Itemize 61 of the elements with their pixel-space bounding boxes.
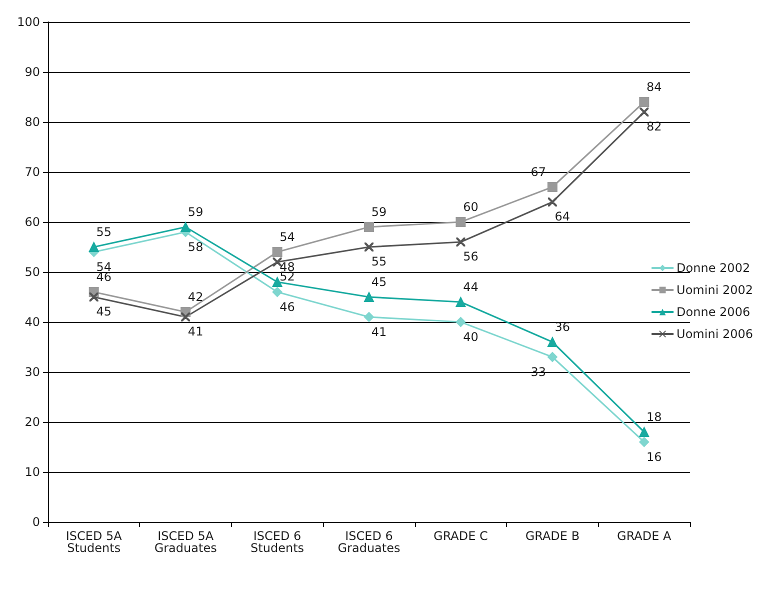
y-tick-label: 90 — [24, 65, 40, 79]
data-label: 36 — [554, 320, 570, 334]
point — [364, 312, 374, 322]
data-label: 59 — [371, 205, 387, 219]
y-tick-label: 50 — [24, 265, 40, 279]
data-label: 58 — [188, 240, 204, 254]
data-label: 55 — [371, 254, 387, 268]
x-tick-label: GRADE A — [617, 529, 672, 543]
data-label: 64 — [554, 210, 570, 224]
x-tick-label: GRADE C — [434, 529, 488, 543]
data-label: 60 — [463, 200, 478, 214]
point — [272, 287, 282, 297]
data-label: 45 — [96, 304, 112, 318]
point — [364, 222, 374, 232]
data-label: 46 — [280, 300, 295, 314]
y-tick-label: 30 — [24, 365, 40, 379]
point — [88, 242, 99, 252]
point — [456, 317, 466, 327]
point — [272, 277, 282, 287]
data-label: 44 — [463, 280, 478, 294]
point — [456, 297, 466, 307]
x-tick-label: ISCED 6 Students — [250, 529, 304, 555]
y-tick-label: 10 — [24, 465, 40, 479]
y-tick-label: 100 — [17, 15, 40, 29]
data-label: 45 — [371, 275, 387, 289]
data-label: 41 — [371, 325, 387, 339]
point — [272, 247, 282, 257]
data-label: 40 — [463, 330, 478, 344]
data-label: 55 — [96, 225, 112, 239]
legend-label: Uomini 2002 — [676, 283, 754, 297]
point — [639, 437, 650, 447]
point — [547, 352, 558, 362]
y-tick-label: 70 — [24, 165, 40, 179]
x-tick-label: ISCED 5A Graduates — [154, 529, 217, 555]
data-label: 16 — [646, 450, 662, 464]
y-tick-label: 40 — [24, 315, 40, 329]
legend-label: Donne 2006 — [676, 305, 750, 319]
y-tick-label: 20 — [24, 415, 40, 429]
point — [639, 97, 650, 107]
x-tick-label: GRADE B — [525, 529, 580, 543]
y-tick-label: 80 — [24, 115, 40, 129]
y-tick-label: 0 — [32, 515, 40, 529]
point — [547, 182, 558, 192]
data-label: 54 — [280, 230, 295, 244]
point — [180, 222, 191, 232]
point — [364, 292, 374, 302]
point — [547, 337, 558, 347]
x-tick-label: ISCED 6 Graduates — [338, 529, 400, 555]
data-label: 41 — [188, 324, 204, 338]
legend-label: Uomini 2006 — [676, 327, 754, 341]
data-label: 84 — [646, 80, 662, 94]
data-label: 82 — [646, 120, 662, 134]
legend-label: Donne 2002 — [676, 261, 750, 275]
data-label: 42 — [188, 290, 204, 304]
y-tick-label: 60 — [24, 215, 40, 229]
data-label: 59 — [188, 205, 204, 219]
point — [639, 427, 650, 437]
data-label: 56 — [463, 250, 478, 264]
point — [456, 217, 466, 227]
data-label: 18 — [646, 410, 662, 424]
x-tick-label: ISCED 5A Students — [66, 529, 123, 555]
